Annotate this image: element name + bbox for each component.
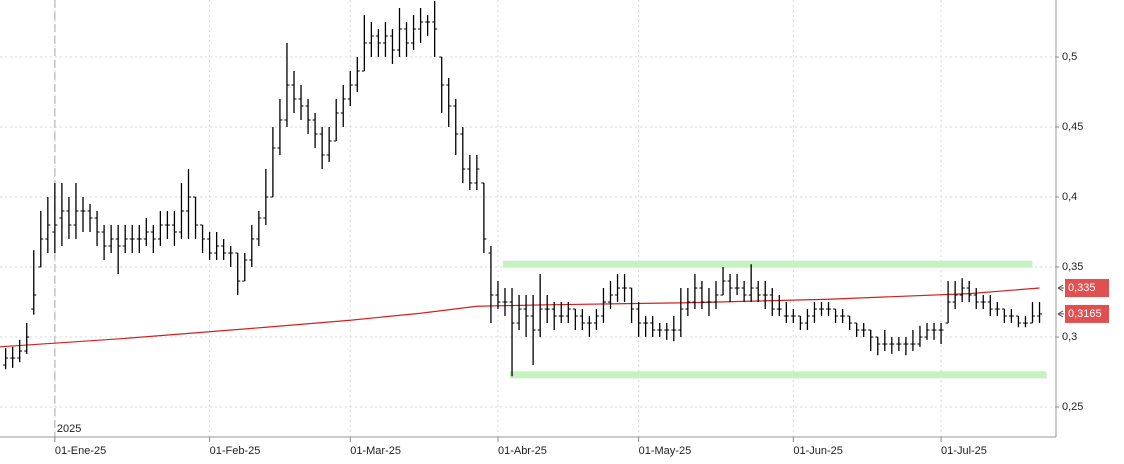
x-tick-label: 01-Jul-25 [941, 445, 987, 457]
x-tick-label: 01-Feb-25 [210, 445, 261, 457]
moving-average [0, 287, 1040, 348]
label-arrow [1057, 310, 1064, 318]
y-tick-label: 0,5 [1062, 51, 1077, 63]
support-band [509, 371, 1047, 379]
y-tick-label: 0,4 [1062, 191, 1077, 203]
y-tick-label: 0,25 [1062, 401, 1083, 413]
y-tick-label: 0,35 [1062, 261, 1083, 273]
price-label-box [1065, 304, 1109, 323]
x-tick-label: 01-Ene-25 [55, 445, 106, 457]
x-tick-label: 01-May-25 [639, 445, 692, 457]
x-tick-label: 01-Mar-25 [350, 445, 401, 457]
support-band [502, 260, 1033, 268]
x-tick-label: 01-Abr-25 [498, 445, 547, 457]
price-label: 0,335 [1068, 282, 1096, 294]
price-label-box [1065, 279, 1109, 298]
label-arrow [1057, 284, 1064, 292]
price-label: 0,3165 [1068, 308, 1102, 320]
x-tick-label: 01-Jun-25 [793, 445, 843, 457]
y-tick-label: 0,3 [1062, 331, 1077, 343]
year-label: 2025 [57, 423, 81, 435]
y-tick-label: 0,45 [1062, 121, 1083, 133]
